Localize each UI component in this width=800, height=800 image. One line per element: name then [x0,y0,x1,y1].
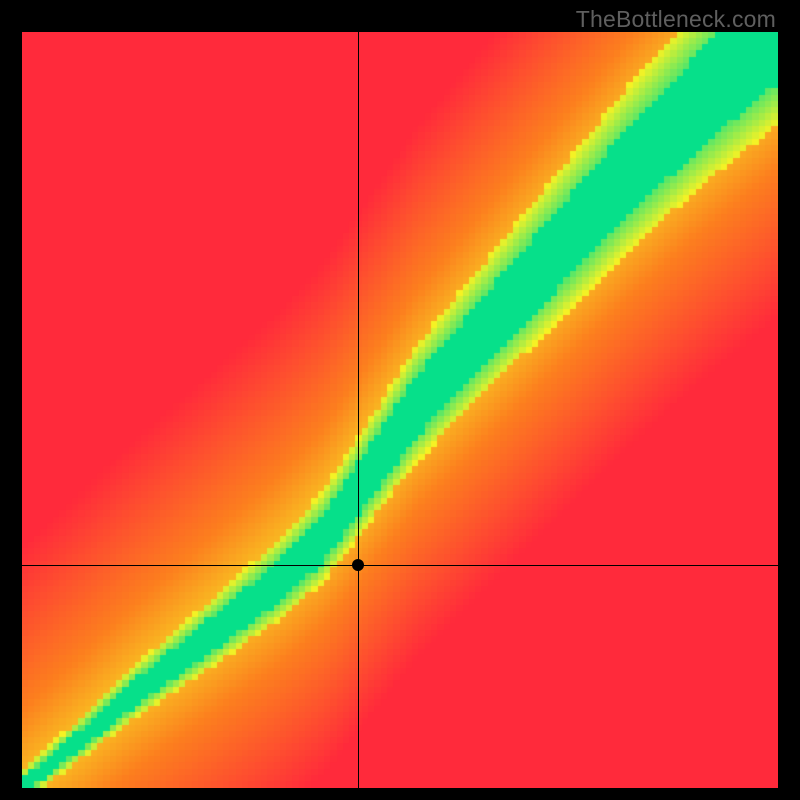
plot-area [22,32,778,788]
crosshair-vertical [358,32,359,788]
watermark-text: TheBottleneck.com [576,6,776,33]
heatmap-canvas [22,32,778,788]
data-point-marker [352,559,364,571]
crosshair-horizontal [22,565,778,566]
